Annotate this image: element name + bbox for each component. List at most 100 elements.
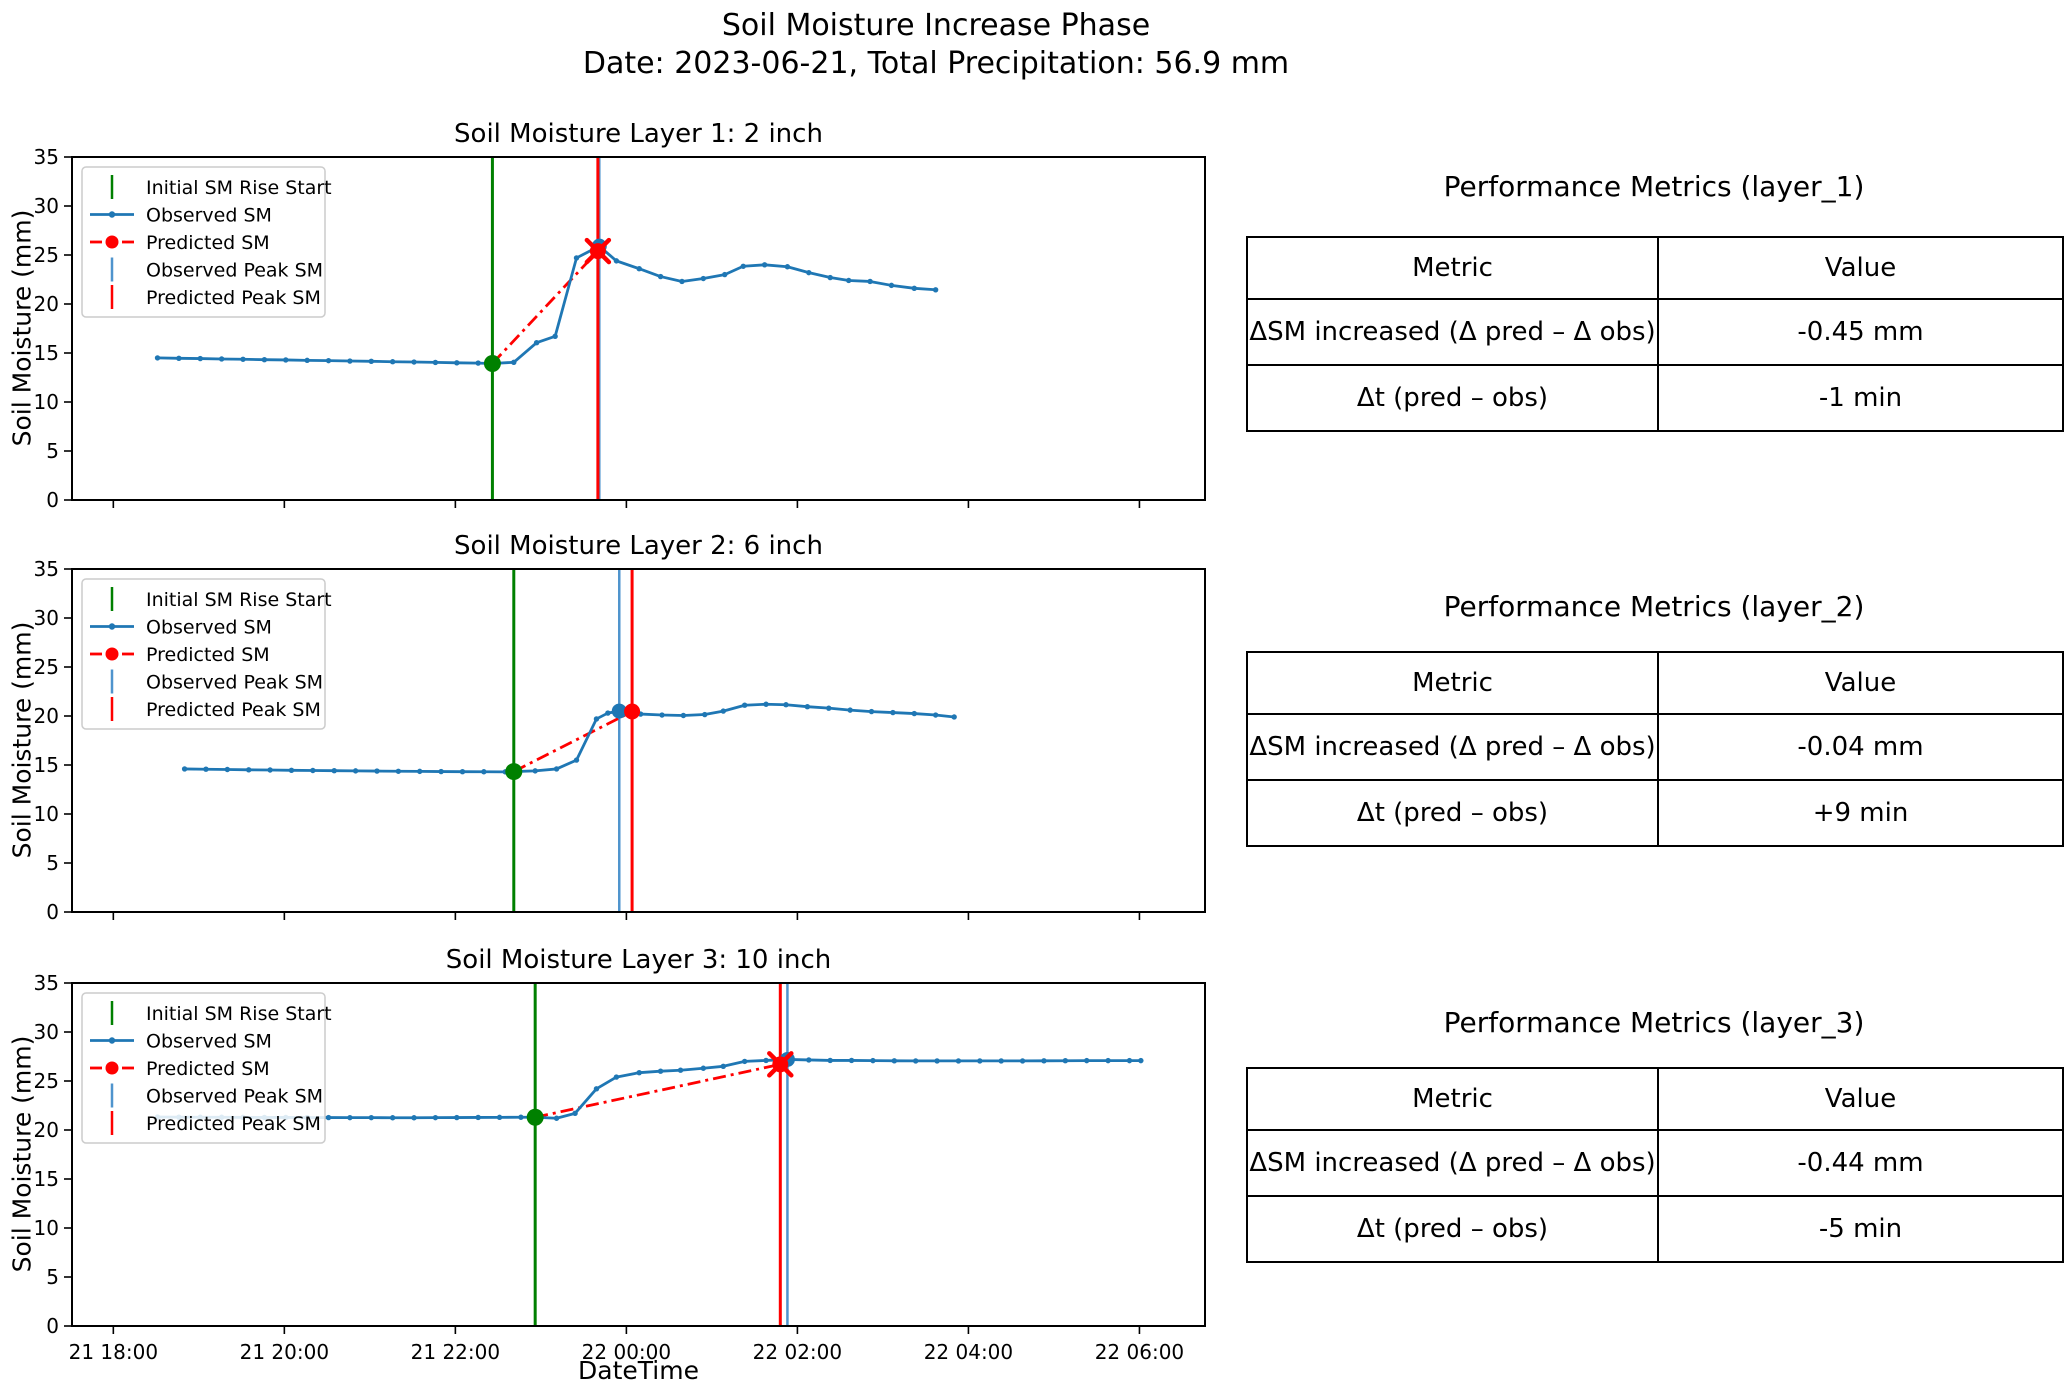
- observed-sm-point: [700, 275, 707, 282]
- observed-sm-point: [310, 767, 316, 774]
- legend-box: [81, 578, 326, 730]
- metric-name: Δt (pred – obs): [1246, 364, 1659, 432]
- observed-sm-point: [1084, 1057, 1090, 1064]
- metric-name: Δt (pred – obs): [1246, 779, 1659, 847]
- observed-sm-point: [761, 262, 768, 268]
- x-tick-label: 22 00:00: [582, 1340, 671, 1364]
- y-tick-label: 10: [34, 1216, 59, 1240]
- observed-sm-point: [912, 1058, 919, 1064]
- metric-name: ΔSM increased (Δ pred – Δ obs): [1246, 298, 1659, 366]
- metric-name: ΔSM increased (Δ pred – Δ obs): [1246, 713, 1659, 781]
- observed-sm-point: [1019, 1058, 1026, 1064]
- legend-observed-glyph: [108, 623, 116, 630]
- plot-frame: [71, 568, 1206, 913]
- observed-sm-point: [347, 358, 353, 364]
- observed-sm-point: [518, 1114, 524, 1120]
- observed-sm-point: [573, 757, 580, 763]
- observed-sm-point: [679, 278, 685, 285]
- predicted-sm-line: [534, 1062, 781, 1119]
- observed-sm-point: [1126, 1057, 1133, 1064]
- observed-sm-point: [267, 767, 273, 773]
- observed-sm-point: [888, 282, 895, 289]
- observed-sm-point: [389, 359, 396, 365]
- predicted-peak-marker: [624, 703, 641, 720]
- legend-label: Observed SM: [146, 205, 272, 227]
- observed-sm-point: [700, 1065, 707, 1071]
- observed-sm-point: [932, 287, 939, 293]
- observed-sm-point: [347, 1114, 353, 1121]
- observed-sm-point: [432, 1114, 439, 1121]
- legend-label: Observed Peak SM: [146, 260, 323, 282]
- y-tick-label: 20: [34, 292, 59, 316]
- x-tick-label: 21 18:00: [69, 1340, 158, 1364]
- observed-sm-point: [868, 708, 875, 715]
- observed-sm-point: [454, 360, 460, 366]
- observed-sm-point: [784, 264, 791, 270]
- observed-sm-point: [261, 356, 268, 363]
- observed-sm-point: [636, 266, 642, 272]
- rise-start-marker: [483, 354, 501, 372]
- observed-sm-point: [934, 1058, 940, 1064]
- observed-peak-marker: [611, 703, 627, 719]
- y-tick-label: 5: [46, 1265, 59, 1289]
- observed-sm-point: [741, 702, 748, 708]
- predicted-peak-marker: [589, 243, 606, 260]
- legend-label: Observed SM: [146, 617, 272, 639]
- y-tick-label: 0: [46, 1314, 59, 1338]
- legend-label: Initial SM Rise Start: [146, 177, 332, 199]
- observed-sm-point: [911, 285, 917, 292]
- table-header-row: Metric Value: [1246, 651, 2064, 715]
- y-tick-label: 30: [34, 1020, 59, 1044]
- y-tick-label: 35: [34, 145, 59, 169]
- observed-sm-point: [432, 359, 439, 366]
- legend-label: Predicted Peak SM: [146, 287, 321, 309]
- y-tick-label: 35: [34, 971, 59, 995]
- y-tick-label: 5: [46, 851, 59, 875]
- observed-sm-point: [1062, 1058, 1069, 1064]
- observed-sm-point: [951, 714, 957, 720]
- x-axis-label: DateTime: [578, 1356, 699, 1385]
- observed-sm-line: [157, 244, 936, 365]
- observed-sm-point: [911, 710, 917, 717]
- figure-title-line2: Date: 2023-06-21, Total Precipitation: 5…: [582, 46, 1290, 81]
- legend-label: Observed Peak SM: [146, 672, 323, 694]
- legend-box: [81, 166, 326, 318]
- observed-sm-point: [417, 768, 423, 775]
- metric-value: +9 min: [1657, 779, 2064, 847]
- observed-sm-point: [804, 703, 811, 710]
- observed-sm-point: [636, 1069, 642, 1076]
- table2-title: Performance Metrics (layer_2): [1443, 590, 1865, 623]
- metrics-table-layer1: Metric Value ΔSM increased (Δ pred – Δ o…: [1246, 236, 2064, 432]
- plot-frame: [71, 156, 1206, 501]
- observed-sm-point: [374, 768, 380, 774]
- x-tick-label: 21 22:00: [411, 1340, 500, 1364]
- predicted-sm-line: [491, 250, 599, 365]
- observed-sm-point: [720, 1063, 726, 1070]
- observed-sm-point: [657, 1068, 664, 1074]
- observed-sm-point: [613, 258, 620, 264]
- observed-sm-point: [304, 357, 310, 364]
- legend-observed-glyph: [108, 211, 116, 218]
- metric-value: -0.04 mm: [1657, 713, 2064, 781]
- legend-label: Initial SM Rise Start: [146, 589, 332, 611]
- y-tick-label: 0: [46, 488, 59, 512]
- observed-sm-point: [659, 712, 665, 718]
- observed-sm-point: [532, 768, 538, 774]
- observed-sm-point: [827, 274, 833, 281]
- observed-sm-point: [475, 1114, 481, 1121]
- observed-sm-point: [1138, 1057, 1144, 1064]
- observed-sm-point: [763, 1057, 769, 1064]
- observed-sm-point: [553, 766, 560, 772]
- observed-sm-point: [395, 768, 402, 774]
- y-tick-label: 25: [34, 243, 59, 267]
- observed-sm-point: [368, 1114, 374, 1121]
- observed-sm-point: [870, 1057, 876, 1064]
- metric-name: Δt (pred – obs): [1246, 1195, 1659, 1263]
- metric-value: -5 min: [1657, 1195, 2064, 1263]
- legend-label: Initial SM Rise Start: [146, 1003, 332, 1025]
- observed-sm-point: [176, 355, 182, 361]
- table1-title: Performance Metrics (layer_1): [1443, 170, 1865, 203]
- observed-sm-point: [325, 1114, 332, 1121]
- observed-sm-point: [325, 357, 332, 364]
